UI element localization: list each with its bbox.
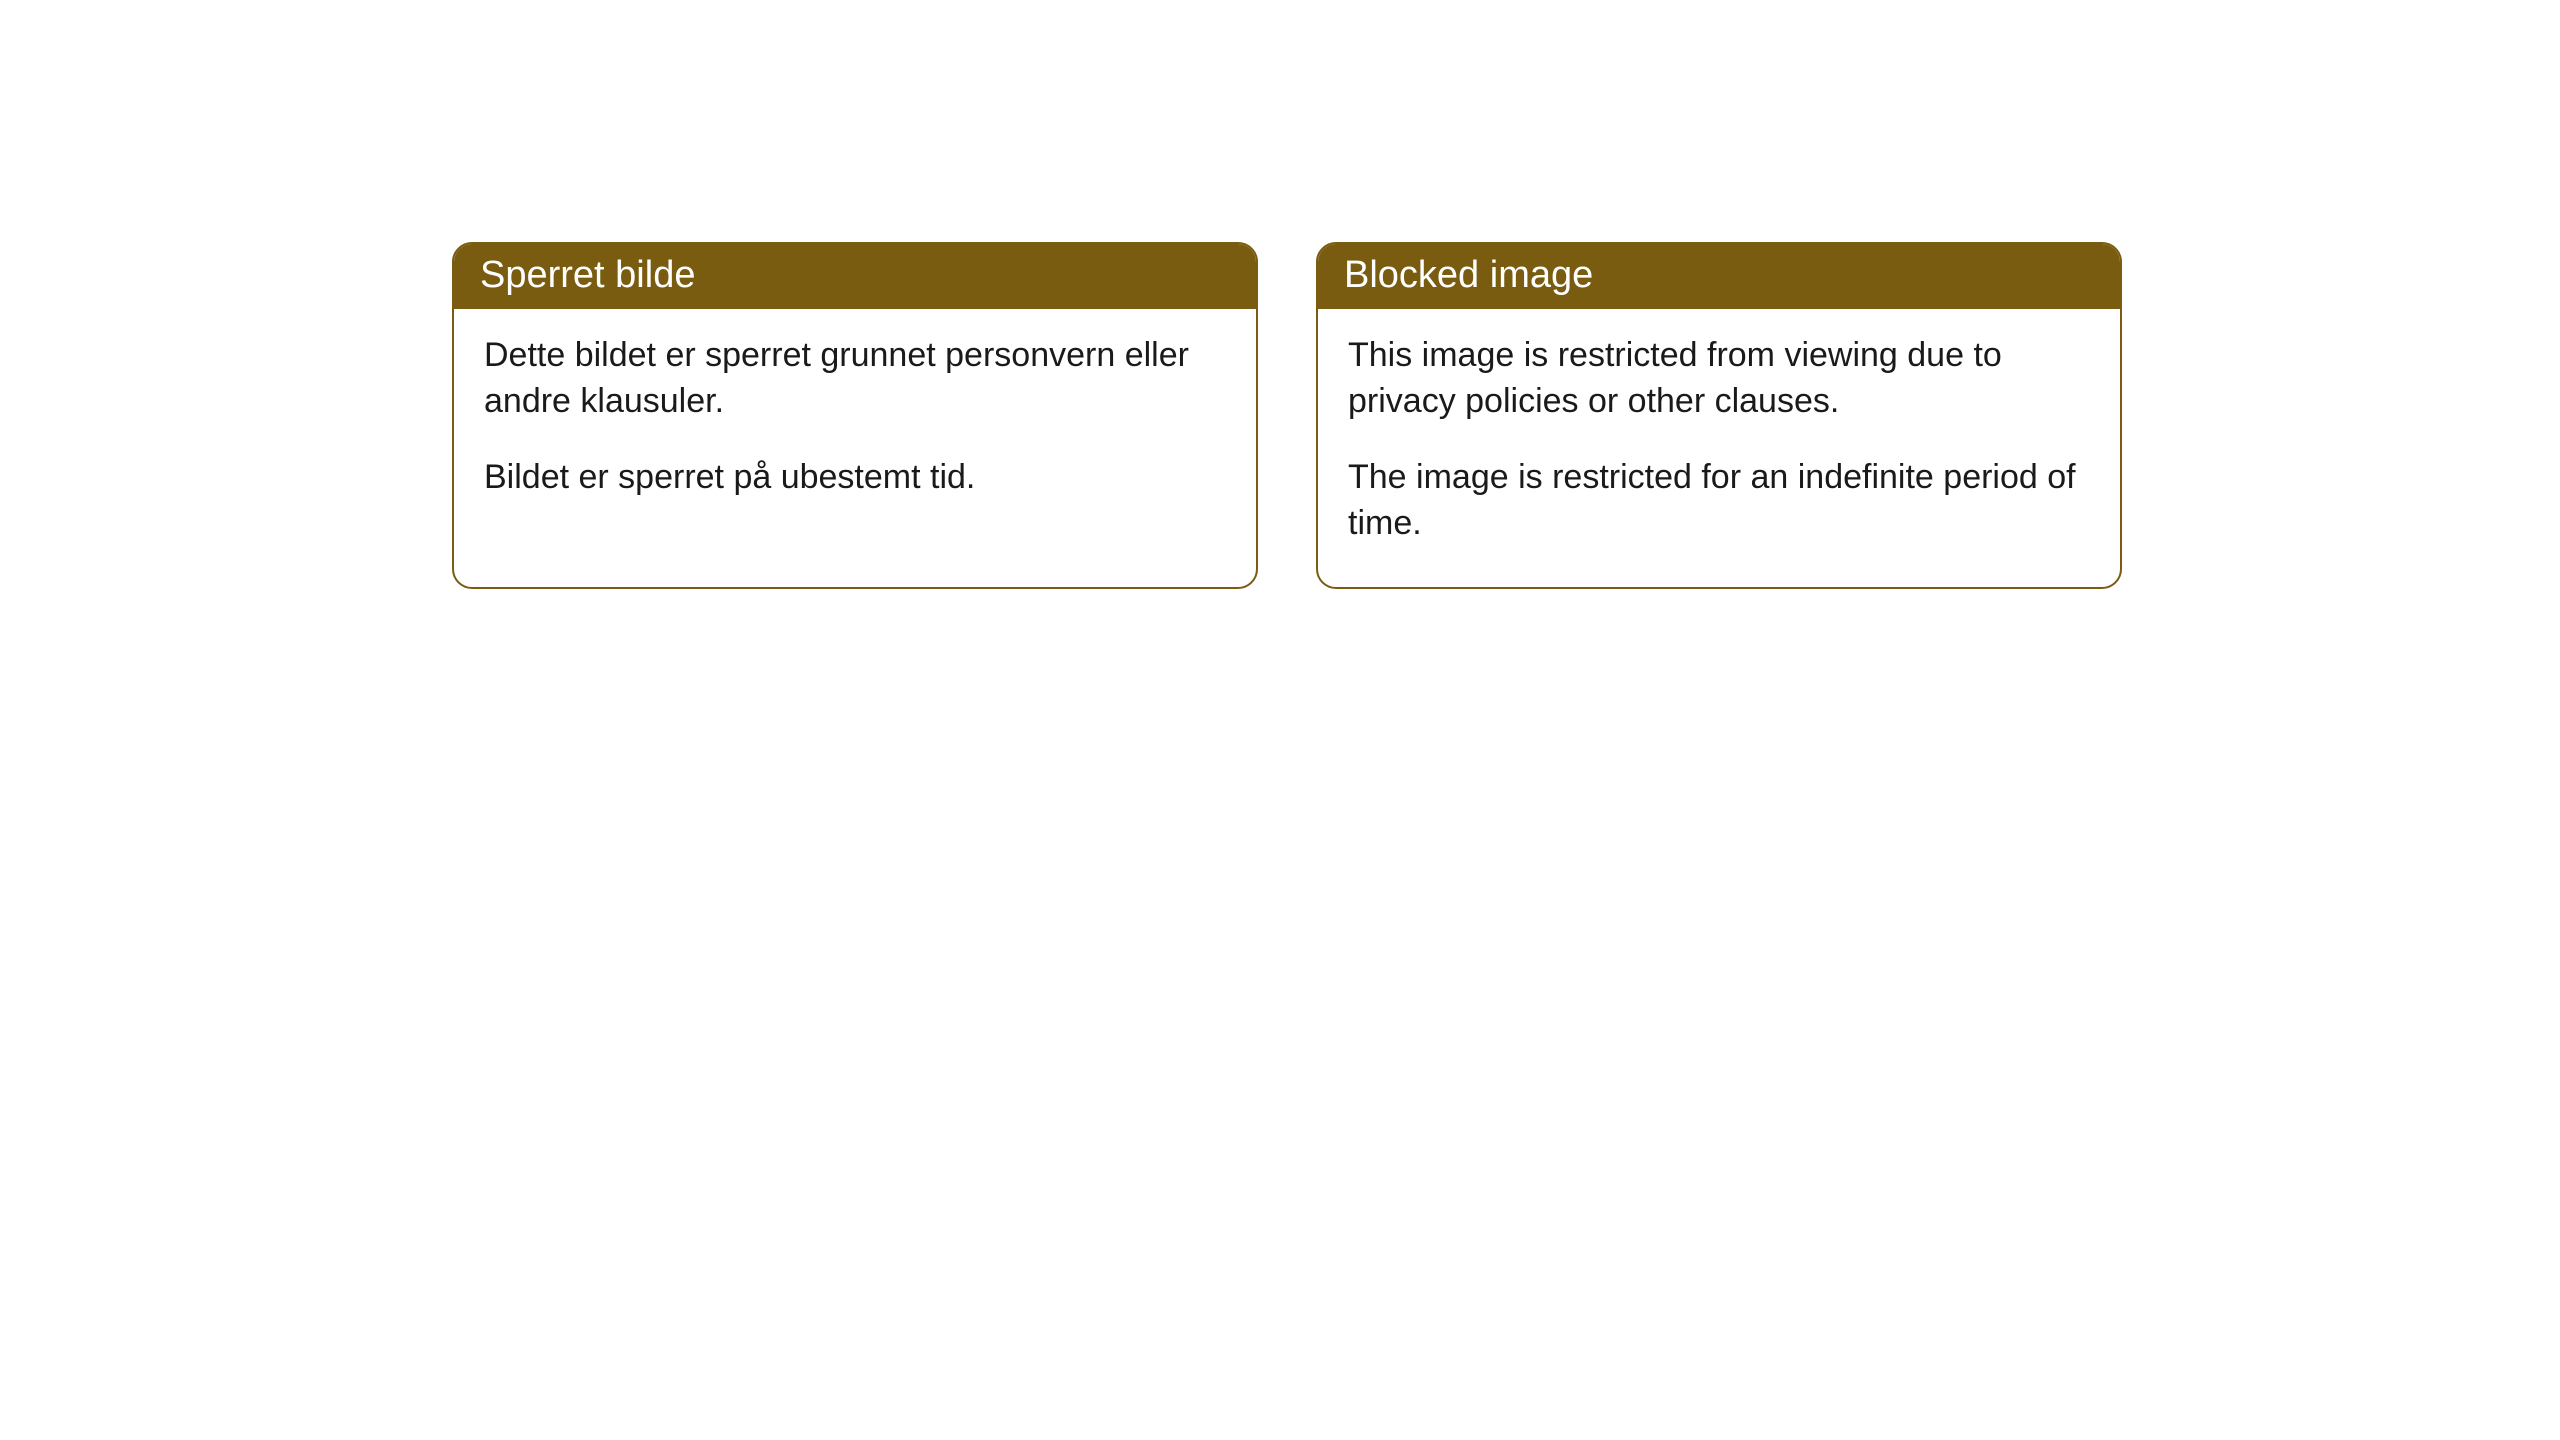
notice-card-english: Blocked image This image is restricted f… [1316,242,2122,589]
card-body: This image is restricted from viewing du… [1318,309,2120,587]
card-paragraph: Dette bildet er sperret grunnet personve… [484,333,1226,425]
card-body: Dette bildet er sperret grunnet personve… [454,309,1256,541]
notice-cards-container: Sperret bilde Dette bildet er sperret gr… [452,242,2560,589]
card-header: Sperret bilde [454,244,1256,309]
notice-card-norwegian: Sperret bilde Dette bildet er sperret gr… [452,242,1258,589]
card-paragraph: The image is restricted for an indefinit… [1348,455,2090,547]
card-header: Blocked image [1318,244,2120,309]
card-paragraph: This image is restricted from viewing du… [1348,333,2090,425]
card-paragraph: Bildet er sperret på ubestemt tid. [484,455,1226,501]
